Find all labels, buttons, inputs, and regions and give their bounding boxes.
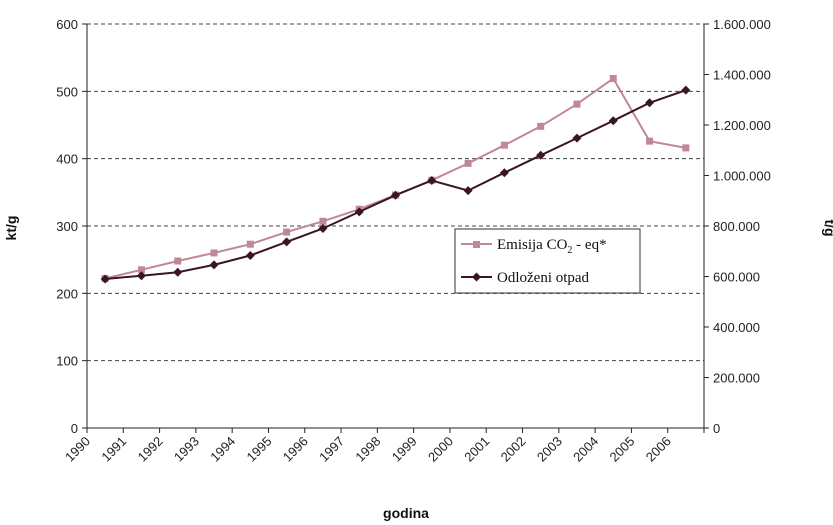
legend-marker-otpad bbox=[472, 272, 481, 282]
x-tick-label: 1995 bbox=[244, 434, 275, 465]
legend-label-emisija: Emisija CO2 - eq* bbox=[497, 237, 607, 256]
x-tick-label: 2000 bbox=[425, 434, 456, 465]
point-emisija bbox=[646, 137, 654, 145]
legend: Emisija CO2 - eq* Odloženi otpad bbox=[454, 228, 641, 294]
left-tick-label: 0 bbox=[71, 421, 78, 436]
left-y-axis-ticks: 0 100 200 300 400 500 600 bbox=[56, 17, 87, 436]
point-otpad bbox=[209, 260, 219, 270]
x-tick-label: 2003 bbox=[534, 434, 565, 465]
x-tick-label: 1998 bbox=[352, 434, 383, 465]
right-tick-label: 200.000 bbox=[713, 371, 760, 386]
right-tick-label: 1.600.000 bbox=[713, 17, 771, 32]
right-tick-label: 1.400.000 bbox=[713, 68, 771, 83]
x-tick-label: 2004 bbox=[570, 434, 601, 465]
x-tick-label: 2001 bbox=[461, 434, 492, 465]
point-emisija bbox=[537, 122, 545, 130]
left-axis-title: kt/g bbox=[3, 216, 19, 241]
x-tick-label: 1990 bbox=[62, 434, 93, 465]
x-tick-label: 1992 bbox=[135, 434, 166, 465]
point-emisija bbox=[210, 249, 218, 257]
point-emisija bbox=[174, 257, 182, 265]
point-otpad bbox=[499, 168, 509, 178]
left-tick-label: 200 bbox=[56, 286, 78, 301]
x-tick-label: 1993 bbox=[171, 434, 202, 465]
right-tick-label: 400.000 bbox=[713, 320, 760, 335]
point-otpad bbox=[391, 190, 400, 200]
legend-label-otpad: Odloženi otpad bbox=[497, 270, 590, 286]
point-emisija bbox=[464, 159, 472, 167]
point-otpad bbox=[608, 116, 618, 126]
left-tick-label: 500 bbox=[56, 84, 78, 99]
point-otpad bbox=[645, 98, 655, 108]
point-emisija bbox=[609, 75, 617, 83]
right-tick-label: 0 bbox=[713, 421, 720, 436]
left-tick-label: 400 bbox=[56, 152, 78, 167]
x-axis-title: godina bbox=[383, 505, 429, 521]
right-tick-label: 1.200.000 bbox=[713, 118, 771, 133]
point-otpad bbox=[463, 186, 473, 196]
x-tick-label: 1991 bbox=[98, 434, 129, 465]
point-otpad bbox=[245, 251, 255, 261]
point-otpad bbox=[681, 85, 691, 95]
point-otpad bbox=[100, 274, 110, 284]
series-layer bbox=[100, 75, 691, 284]
point-emisija bbox=[500, 141, 508, 149]
left-tick-label: 100 bbox=[56, 354, 78, 369]
point-otpad bbox=[536, 150, 546, 160]
x-tick-label: 2006 bbox=[643, 434, 674, 465]
right-tick-label: 600.000 bbox=[713, 270, 760, 285]
point-otpad bbox=[572, 133, 582, 143]
x-tick-label: 2005 bbox=[606, 434, 637, 465]
left-tick-label: 600 bbox=[56, 17, 78, 32]
point-otpad bbox=[318, 224, 328, 234]
point-otpad bbox=[427, 176, 437, 186]
point-emisija bbox=[137, 266, 145, 274]
x-tick-label: 1997 bbox=[316, 434, 347, 465]
x-tick-label: 1996 bbox=[280, 434, 311, 465]
x-tick-label: 2002 bbox=[498, 434, 529, 465]
point-emisija bbox=[283, 228, 291, 236]
x-tick-label: 1999 bbox=[389, 434, 420, 465]
point-otpad bbox=[173, 267, 183, 277]
point-emisija bbox=[319, 217, 327, 225]
x-axis-ticks: 1990 1991 1992 1993 1994 1995 1996 1997 1998 1999… bbox=[62, 428, 705, 465]
right-y-axis-ticks: 0 200.000 400.000 600.000 800.000 1.000.000 1.… bbox=[704, 17, 771, 436]
right-tick-label: 1.000.000 bbox=[713, 169, 771, 184]
x-tick-label: 1994 bbox=[207, 434, 238, 465]
legend-box bbox=[454, 228, 641, 294]
point-emisija bbox=[573, 100, 581, 108]
point-emisija bbox=[682, 144, 690, 152]
left-tick-label: 300 bbox=[56, 219, 78, 234]
point-emisija bbox=[246, 240, 254, 248]
right-axis-title: t/g bbox=[822, 219, 833, 236]
point-otpad bbox=[354, 207, 364, 217]
point-otpad bbox=[136, 271, 146, 281]
point-otpad bbox=[282, 237, 292, 247]
right-tick-label: 800.000 bbox=[713, 219, 760, 234]
legend-marker-emisija bbox=[473, 241, 480, 248]
